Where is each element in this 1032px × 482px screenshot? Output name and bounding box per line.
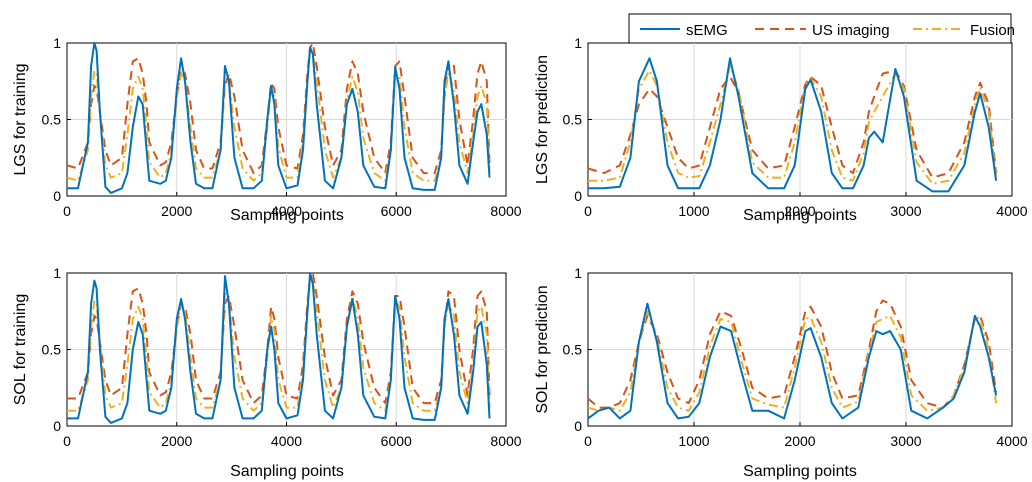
- y-tick-label: 0: [574, 418, 582, 434]
- x-tick-label: 6000: [381, 433, 412, 449]
- grid-lines: [588, 43, 1012, 196]
- x-tick-label: 4000: [271, 433, 302, 449]
- y-axis-label: SOL for training: [12, 294, 29, 405]
- x-tick-label: 0: [584, 203, 592, 219]
- legend-label-us-imaging: US imaging: [812, 22, 890, 39]
- panel-lgs-training: 0 2000 4000 6000 8000 0 0.5 1 Sampling points L…: [12, 35, 522, 224]
- y-tick-label: 0.5: [42, 342, 62, 358]
- x-tick-label: 2000: [784, 433, 815, 449]
- panel-sol-prediction: 0 1000 2000 3000 4000 0 0.5 1 Sampling points S…: [534, 265, 1028, 480]
- x-tick-label: 4000: [996, 433, 1027, 449]
- x-tick-label: 2000: [161, 203, 192, 219]
- series-line-fusion: [66, 49, 491, 182]
- y-tick-label: 0: [53, 418, 61, 434]
- x-tick-label: 4000: [996, 203, 1027, 219]
- series-lines: [587, 299, 998, 420]
- tick-labels: 0 1000 2000 3000 4000 0 0.5 1: [563, 35, 1028, 219]
- legend: sEMG US imaging Fusion: [628, 13, 1015, 45]
- series-line-fusion: [587, 310, 998, 412]
- series-lines: [67, 272, 491, 424]
- y-tick-label: 0.5: [563, 342, 583, 358]
- x-axis-label: Sampling points: [743, 207, 857, 224]
- series-line-semg: [67, 272, 491, 424]
- series-line-us-imaging: [67, 272, 491, 405]
- x-tick-label: 8000: [490, 433, 521, 449]
- y-tick-label: 1: [574, 265, 582, 281]
- x-axis-label: Sampling points: [743, 463, 857, 480]
- x-tick-label: 0: [63, 433, 71, 449]
- y-tick-label: 0: [574, 188, 582, 204]
- x-axis-label: Sampling points: [230, 463, 344, 480]
- x-tick-label: 2000: [784, 203, 815, 219]
- legend-label-fusion: Fusion: [970, 22, 1015, 39]
- series-line-fusion: [588, 65, 998, 185]
- x-tick-label: 0: [584, 433, 592, 449]
- y-tick-label: 1: [53, 35, 61, 51]
- tick-labels: 0 2000 4000 6000 8000 0 0.5 1: [42, 265, 522, 449]
- y-tick-label: 0: [53, 188, 61, 204]
- y-tick-label: 1: [574, 35, 582, 51]
- y-tick-label: 0.5: [42, 112, 62, 128]
- panel-sol-training: 0 2000 4000 6000 8000 0 0.5 1 Sampling points S…: [12, 265, 522, 480]
- series-line-semg: [67, 42, 491, 194]
- x-tick-label: 0: [63, 203, 71, 219]
- series-line-us-imaging: [66, 42, 491, 175]
- x-tick-label: 2000: [161, 433, 192, 449]
- series-line-fusion: [67, 279, 491, 412]
- tick-labels: 0 2000 4000 6000 8000 0 0.5 1: [42, 35, 522, 219]
- tick-labels: 0 1000 2000 3000 4000 0 0.5 1: [563, 265, 1028, 449]
- series-lines: [587, 57, 998, 193]
- series-line-semg: [588, 57, 998, 193]
- x-tick-label: 3000: [890, 433, 921, 449]
- x-axis-label: Sampling points: [230, 207, 344, 224]
- y-axis-label: SOL for prediction: [534, 285, 551, 413]
- x-tick-label: 1000: [678, 433, 709, 449]
- y-axis-label: LGS for training: [12, 63, 29, 175]
- x-tick-label: 8000: [490, 203, 521, 219]
- series-lines: [66, 42, 491, 194]
- x-tick-label: 3000: [890, 203, 921, 219]
- x-tick-label: 6000: [381, 203, 412, 219]
- series-line-semg: [587, 302, 998, 420]
- y-tick-label: 0.5: [563, 112, 583, 128]
- x-tick-label: 1000: [678, 203, 709, 219]
- legend-label-semg: sEMG: [686, 22, 728, 39]
- x-tick-label: 4000: [271, 203, 302, 219]
- y-axis-label: LGS for prediction: [534, 55, 551, 184]
- panel-lgs-prediction: 0 1000 2000 3000 4000 0 0.5 1 Sampling points L…: [534, 35, 1028, 224]
- y-tick-label: 1: [53, 265, 61, 281]
- legend-box: [628, 13, 1012, 45]
